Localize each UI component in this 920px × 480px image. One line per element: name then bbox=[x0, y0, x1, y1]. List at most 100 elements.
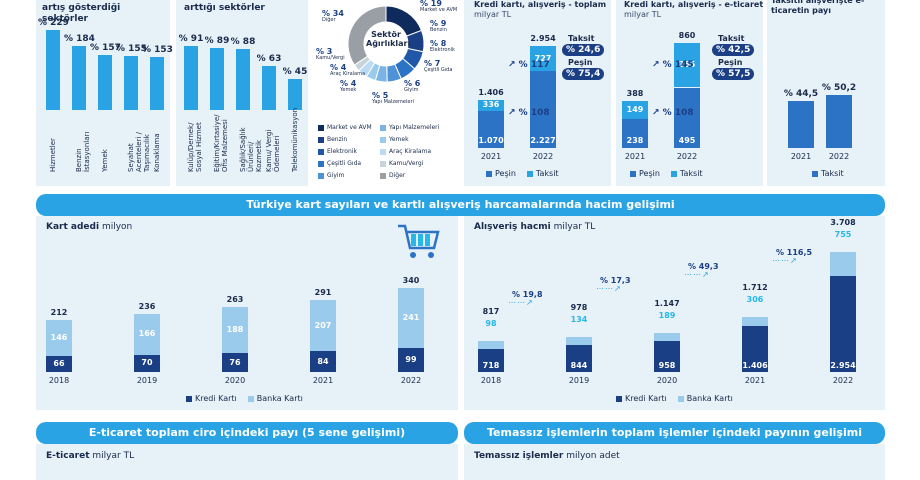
kredi-bar bbox=[222, 353, 248, 372]
sector-label: Eğitim/Kırtasiye/ Ofis Malzemesi bbox=[213, 114, 229, 172]
pesin-pill-label: Peşin bbox=[718, 58, 743, 67]
year-label: 2018 bbox=[480, 376, 502, 385]
kredi-value: 718 bbox=[482, 361, 500, 370]
bar-value-label: % 45 bbox=[282, 66, 308, 77]
p6-title: Taksitli alışverişte e-ticaretin payı bbox=[771, 0, 865, 15]
donut-slice bbox=[347, 5, 387, 66]
legend-swatch bbox=[380, 124, 386, 131]
donut-legend-item: Yapı Malzemeleri bbox=[380, 124, 439, 131]
sector-bar bbox=[124, 55, 138, 110]
donut-callout: % 4 Yemek bbox=[340, 80, 356, 94]
banka-value: 241 bbox=[402, 312, 420, 322]
banka-bar bbox=[310, 300, 336, 352]
banka-bar bbox=[830, 251, 856, 277]
legend-swatch bbox=[186, 395, 192, 402]
sector-bar bbox=[236, 48, 250, 110]
banka-bar bbox=[222, 306, 248, 354]
year-label: 2022 bbox=[400, 376, 422, 385]
donut-center-title: Sektör Ağırlıkları bbox=[366, 30, 411, 48]
donut-legend-item: Araç Kiralama bbox=[380, 148, 431, 155]
growth-arrow: ⋯⋯↗ bbox=[596, 284, 622, 293]
chart-legend: Taksit bbox=[812, 169, 844, 178]
kredi-value: 99 bbox=[405, 354, 417, 364]
chart-legend: Peşin Taksit bbox=[486, 169, 559, 178]
year-label: 2021 bbox=[480, 152, 502, 161]
legend-label: Taksit bbox=[821, 169, 844, 178]
p5-unit: milyar TL bbox=[624, 10, 662, 19]
legend-swatch bbox=[812, 170, 818, 177]
volume-title: Alışveriş hacmi milyar TL bbox=[474, 222, 596, 232]
legend-label: Diğer bbox=[389, 172, 406, 179]
callout-percent: % 8 bbox=[430, 39, 447, 48]
callout-percent: % 9 bbox=[430, 19, 447, 28]
legend-label: Peşin bbox=[639, 169, 660, 178]
total-value: 212 bbox=[50, 307, 68, 317]
kredi-bar bbox=[830, 276, 856, 372]
growth-pesin: ↗ % 108 bbox=[652, 108, 694, 118]
ecom-share-value: % 50,2 bbox=[821, 82, 857, 93]
donut-callout: % 34 Diğer bbox=[322, 10, 344, 24]
legend-swatch bbox=[677, 395, 684, 402]
panel1-title: Harcamaların en fazla artış gösterdiği s… bbox=[42, 0, 153, 24]
bar-value-label: % 229 bbox=[38, 18, 69, 28]
total-value: 388 bbox=[626, 88, 644, 98]
legend-swatch bbox=[380, 172, 386, 179]
banka-value: 188 bbox=[226, 325, 244, 334]
taksit-share-pill: % 42,5 bbox=[712, 44, 755, 56]
legend-swatch bbox=[526, 170, 533, 177]
growth-total: ↗ % 145 bbox=[652, 60, 694, 70]
donut-callout: % 4 Araç Kiralama bbox=[330, 64, 365, 78]
ecom-share-bar bbox=[788, 100, 814, 148]
bar-value-label: % 88 bbox=[230, 36, 256, 47]
donut-callout: % 3 Kamu/Vergi bbox=[316, 48, 345, 62]
kredi-bar bbox=[742, 326, 768, 372]
banka-bar bbox=[134, 313, 160, 355]
legend-label: Kredi Kartı bbox=[195, 394, 237, 403]
donut-legend-item: Benzin bbox=[318, 136, 347, 143]
cards-title: Kart adedi milyon bbox=[46, 222, 133, 232]
growth-total: ↗ % 117 bbox=[508, 60, 550, 70]
donut-callout: % 7 Çeşitli Gıda bbox=[424, 60, 452, 74]
legend-swatch bbox=[616, 395, 622, 402]
legend-swatch bbox=[318, 160, 324, 167]
kredi-value: 84 bbox=[317, 356, 329, 366]
p4-unit: milyar TL bbox=[474, 10, 512, 19]
taksit-bar bbox=[674, 42, 700, 88]
pesin-share-pill: % 57,5 bbox=[712, 68, 755, 80]
donut-callout: % 5 Yapı Malzemeleri bbox=[372, 92, 414, 106]
total-value: 236 bbox=[138, 301, 156, 311]
callout-name: Çeşitli Gıda bbox=[424, 67, 453, 73]
banka-value: 134 bbox=[570, 314, 588, 324]
legend-label: Çeşitli Gıda bbox=[327, 160, 362, 167]
pesin-bar bbox=[622, 118, 648, 148]
kredi-bar bbox=[46, 355, 72, 372]
year-label: 2021 bbox=[624, 152, 646, 161]
sector-bar bbox=[210, 47, 224, 110]
legend-label: Yapı Malzemeleri bbox=[389, 124, 440, 131]
banka-value: 306 bbox=[746, 294, 764, 304]
legend-swatch bbox=[630, 170, 636, 177]
banka-bar bbox=[654, 332, 680, 341]
banka-bar bbox=[478, 340, 504, 349]
banka-bar bbox=[46, 319, 72, 356]
sector-bar bbox=[46, 30, 60, 110]
sector-label: Sağlık/Sağlık Ürünleri/ Kozmetik bbox=[239, 127, 263, 172]
callout-percent: % 19 bbox=[420, 0, 442, 8]
chart-legend: Kredi Kartı Banka Kartı bbox=[186, 394, 303, 403]
legend-swatch bbox=[380, 136, 386, 143]
total-value: 817 bbox=[482, 306, 500, 316]
year-label: 2018 bbox=[48, 376, 70, 385]
ecom-title: E-ticaret milyar TL bbox=[46, 451, 135, 461]
legend-swatch bbox=[486, 170, 492, 177]
sector-bar bbox=[72, 45, 86, 110]
legend-swatch bbox=[247, 395, 254, 402]
bar-value-label: % 153 bbox=[142, 44, 173, 55]
growth-arrow: ⋯⋯↗ bbox=[508, 298, 534, 307]
bar-value-label: % 155 bbox=[116, 43, 147, 54]
kredi-value: 66 bbox=[53, 358, 65, 368]
kredi-value: 844 bbox=[570, 361, 588, 370]
total-value: 291 bbox=[314, 288, 332, 298]
pesin-share-pill: % 75,4 bbox=[562, 68, 605, 80]
total-value: 978 bbox=[570, 302, 588, 312]
donut-callout: % 19 Market ve AVM bbox=[420, 0, 457, 14]
